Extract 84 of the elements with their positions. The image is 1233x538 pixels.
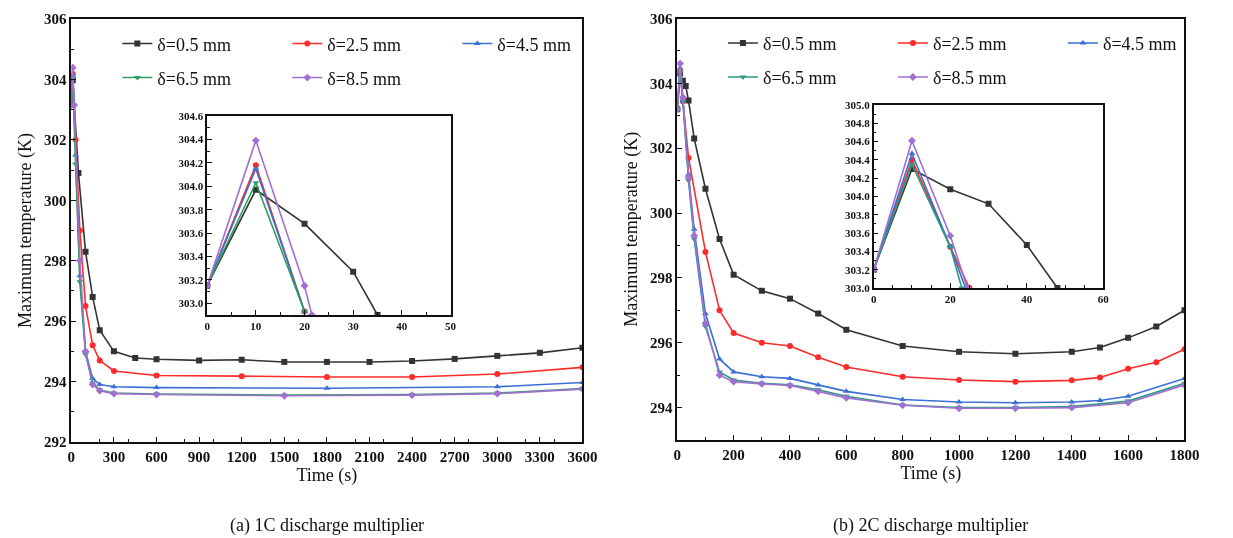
text: (a) 1C discharge multiplier [230, 515, 425, 536]
x-tick-label: 1400 [1056, 446, 1087, 463]
y-tick-label: 304.2 [178, 156, 204, 169]
x-tick-label: 3600 [567, 448, 598, 465]
y-tick-label: 298 [44, 252, 67, 269]
y-tick-label: 303.4 [178, 250, 204, 263]
x-tick-label: 1000 [944, 446, 975, 463]
legend-label: δ=8.5 mm [327, 68, 401, 89]
x-tick-label: 0 [870, 293, 877, 305]
y-tick-label: 303.8 [844, 208, 871, 221]
y-tick-label: 303.0 [844, 281, 871, 294]
legend-label: δ=4.5 mm [497, 34, 571, 55]
x-tick-label: 600 [145, 448, 168, 465]
x-tick-label: 3000 [482, 448, 513, 465]
legend-label: δ=0.5 mm [762, 34, 837, 55]
x-tick-label: 400 [778, 446, 802, 463]
y-tick-label: 304.4 [844, 153, 871, 166]
y-tick-label: 302 [44, 132, 67, 149]
x-tick-label: 1200 [1000, 446, 1031, 463]
y-tick-label: 306 [649, 10, 673, 27]
y-tick-label: 300 [649, 205, 673, 222]
x-tick-label: 1200 [226, 448, 257, 465]
y-tick-label: 304.6 [844, 135, 871, 148]
y-tick-label: 303.2 [178, 273, 204, 286]
x-tick-label: 200 [722, 446, 745, 463]
x-tick-label: 30 [347, 320, 360, 332]
x-tick-label: 800 [891, 446, 914, 463]
y-tick-label: 303.6 [844, 226, 871, 239]
text: (b) 2C discharge multiplier [833, 515, 1029, 536]
y-tick-label: 292 [44, 434, 67, 451]
y-tick-label: 304.6 [178, 109, 204, 122]
x-tick-label: 1800 [311, 448, 342, 465]
x-tick-label: 1600 [1113, 446, 1144, 463]
legend-label: δ=2.5 mm [932, 34, 1007, 55]
x-tick-label: 40 [1021, 293, 1033, 305]
y-tick-label: 304.8 [844, 117, 871, 130]
x-tick-label: 20 [944, 293, 957, 305]
x-tick-label: 40 [396, 320, 408, 332]
y-tick-label: 300 [44, 192, 67, 209]
y-tick-label: 296 [649, 334, 673, 351]
x-tick-label: 2100 [354, 448, 385, 465]
y-tick-label: 296 [44, 313, 68, 330]
y-tick-label: 304 [44, 71, 68, 88]
y-tick-label: 298 [649, 270, 673, 287]
x-tick-label: 600 [835, 446, 858, 463]
y-tick-label: 294 [649, 399, 673, 416]
x-tick-label: 60 [1097, 293, 1110, 305]
y-tick-label: 304.0 [178, 180, 204, 193]
y-tick-label: 304 [649, 75, 673, 92]
x-axis-title: Time (s) [900, 462, 962, 484]
y-tick-label: 302 [649, 140, 673, 157]
x-tick-label: 2700 [439, 448, 470, 465]
x-tick-label: 20 [299, 320, 311, 332]
x-tick-label: 50 [445, 320, 457, 332]
x-tick-label: 1500 [269, 448, 300, 465]
y-tick-label: 304.4 [178, 133, 204, 146]
y-tick-label: 305.0 [844, 98, 871, 111]
y-tick-label: 304.2 [844, 172, 871, 185]
y-tick-label: 303.8 [178, 203, 204, 216]
x-axis-title: Time (s) [296, 464, 358, 486]
y-tick-label: 294 [44, 373, 68, 390]
x-tick-label: 0 [204, 320, 211, 332]
y-tick-label: 303.0 [178, 297, 204, 310]
y-tick-label: 303.4 [844, 245, 871, 258]
y-tick-label: 303.2 [844, 263, 871, 276]
x-tick-label: 10 [250, 320, 262, 332]
x-tick-label: 0 [673, 446, 682, 463]
x-tick-label: 2400 [397, 448, 428, 465]
y-axis-title: Maximum temperature (K) [620, 131, 642, 327]
legend-label: δ=8.5 mm [932, 68, 1007, 89]
x-tick-label: 0 [67, 448, 76, 465]
x-tick-label: 1800 [1169, 446, 1200, 463]
y-tick-label: 304.0 [844, 190, 871, 203]
legend-label: δ=0.5 mm [157, 34, 231, 55]
y-tick-label: 306 [44, 11, 68, 28]
legend-label: δ=6.5 mm [157, 68, 231, 89]
x-tick-label: 900 [187, 448, 211, 465]
y-axis-title: Maximum temperature (K) [14, 133, 36, 328]
legend-label: δ=6.5 mm [762, 68, 837, 89]
legend-label: δ=2.5 mm [327, 34, 401, 55]
x-tick-label: 300 [102, 448, 126, 465]
legend-label: δ=4.5 mm [1102, 34, 1177, 55]
y-tick-label: 303.6 [178, 226, 204, 239]
x-tick-label: 3300 [524, 448, 555, 465]
